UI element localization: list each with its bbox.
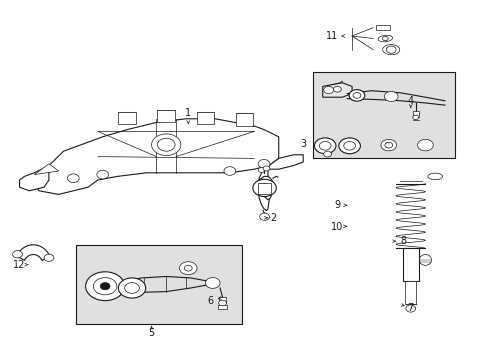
Circle shape: [263, 166, 269, 171]
Text: 4: 4: [407, 96, 413, 106]
Circle shape: [352, 93, 360, 98]
Bar: [76, 245, 242, 324]
Circle shape: [218, 300, 226, 306]
Circle shape: [13, 251, 22, 258]
Polygon shape: [20, 166, 49, 191]
Text: 12: 12: [13, 260, 26, 270]
Polygon shape: [17, 245, 50, 260]
Polygon shape: [258, 164, 270, 211]
Bar: [405, 281, 415, 304]
Circle shape: [417, 139, 432, 151]
Circle shape: [405, 305, 415, 312]
Polygon shape: [34, 119, 278, 194]
Circle shape: [258, 184, 270, 192]
Circle shape: [384, 91, 397, 102]
Circle shape: [100, 283, 110, 290]
Circle shape: [93, 278, 117, 295]
Circle shape: [384, 142, 392, 148]
Polygon shape: [256, 176, 272, 200]
Circle shape: [319, 141, 330, 150]
Text: 2: 2: [270, 213, 276, 223]
Circle shape: [118, 278, 145, 298]
Circle shape: [343, 141, 355, 150]
Polygon shape: [322, 83, 351, 97]
Circle shape: [44, 254, 54, 261]
Circle shape: [314, 138, 335, 154]
Circle shape: [97, 170, 108, 179]
Ellipse shape: [377, 35, 392, 42]
Ellipse shape: [418, 255, 431, 265]
Circle shape: [386, 46, 395, 53]
Circle shape: [85, 272, 124, 301]
Circle shape: [67, 174, 79, 183]
Bar: [218, 305, 226, 309]
Bar: [312, 72, 454, 158]
Circle shape: [380, 139, 396, 151]
Text: 5: 5: [148, 328, 154, 338]
Bar: [258, 183, 270, 194]
Circle shape: [224, 167, 235, 175]
Circle shape: [338, 138, 360, 154]
Bar: [118, 112, 136, 124]
Circle shape: [184, 265, 192, 271]
Bar: [402, 248, 418, 281]
Circle shape: [323, 86, 333, 94]
Circle shape: [258, 167, 264, 172]
Bar: [196, 112, 214, 124]
Text: 9: 9: [334, 200, 340, 210]
Circle shape: [323, 151, 331, 157]
Text: 8: 8: [400, 236, 406, 246]
Circle shape: [348, 90, 364, 101]
Bar: [219, 297, 225, 303]
Text: 10: 10: [330, 222, 343, 232]
Circle shape: [259, 213, 269, 220]
Polygon shape: [322, 81, 342, 94]
Circle shape: [124, 283, 139, 293]
Bar: [157, 110, 175, 122]
Bar: [375, 25, 389, 30]
Ellipse shape: [427, 173, 442, 180]
Text: 3: 3: [300, 139, 305, 149]
Bar: [412, 111, 418, 117]
Circle shape: [205, 278, 220, 288]
Circle shape: [252, 179, 276, 197]
Circle shape: [258, 159, 269, 168]
Circle shape: [333, 86, 341, 92]
Text: 1: 1: [185, 108, 191, 118]
Circle shape: [179, 262, 197, 275]
Circle shape: [157, 138, 175, 151]
Ellipse shape: [382, 45, 399, 55]
Circle shape: [151, 134, 181, 156]
Polygon shape: [268, 155, 303, 169]
Text: 11: 11: [325, 31, 338, 41]
Text: 7: 7: [407, 303, 413, 313]
Circle shape: [382, 36, 387, 41]
Text: 6: 6: [207, 296, 213, 306]
Polygon shape: [34, 164, 59, 175]
Circle shape: [412, 115, 418, 120]
Bar: [235, 113, 253, 126]
